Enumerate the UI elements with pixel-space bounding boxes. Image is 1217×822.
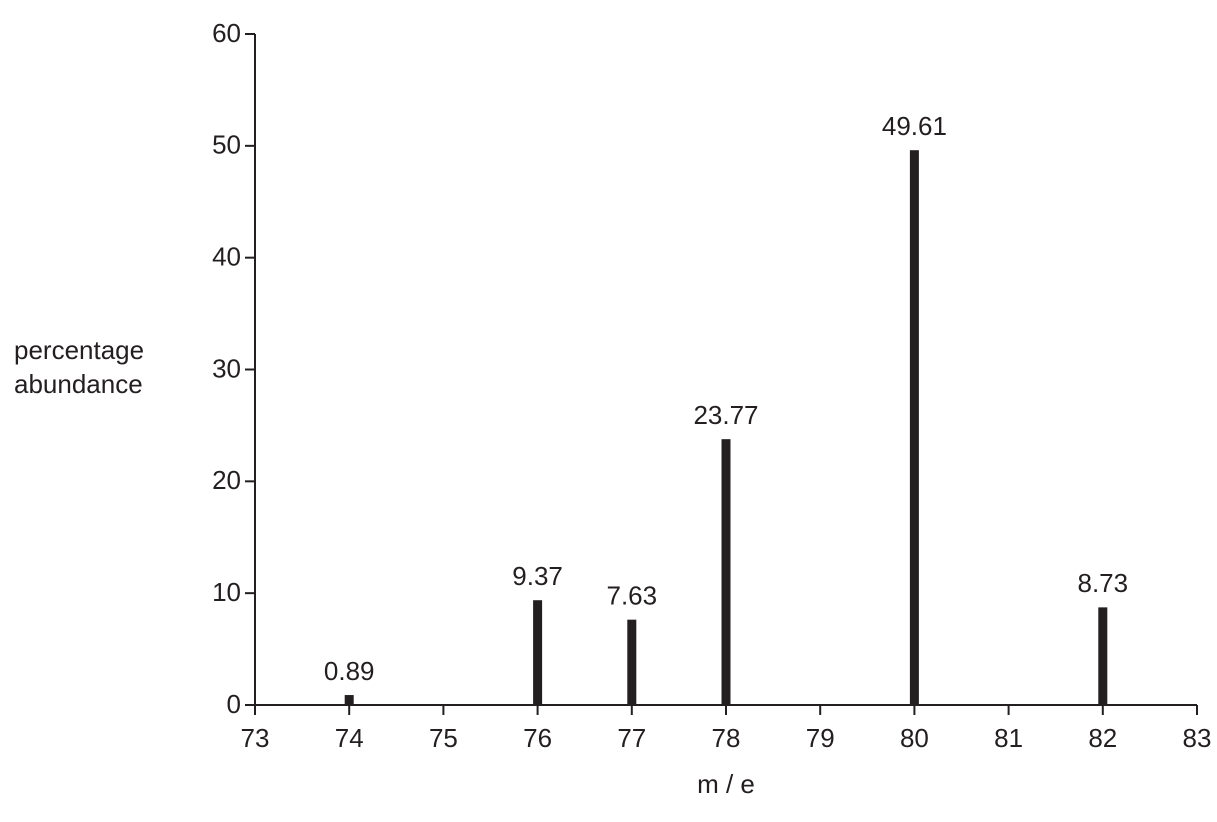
x-tick-label: 76 xyxy=(523,723,552,753)
x-tick-label: 83 xyxy=(1183,723,1212,753)
x-tick-label: 77 xyxy=(617,723,646,753)
x-tick-label: 74 xyxy=(335,723,364,753)
x-tick-label: 79 xyxy=(806,723,835,753)
y-tick-label: 30 xyxy=(212,353,241,383)
y-tick-label: 0 xyxy=(227,689,241,719)
bar xyxy=(533,600,543,705)
x-tick-label: 75 xyxy=(429,723,458,753)
value-label: 9.37 xyxy=(512,561,563,591)
bar xyxy=(344,695,354,705)
x-tick-label: 80 xyxy=(900,723,929,753)
value-label: 0.89 xyxy=(324,656,375,686)
x-tick-label: 82 xyxy=(1088,723,1117,753)
x-tick-label: 81 xyxy=(994,723,1023,753)
value-label: 23.77 xyxy=(693,400,758,430)
y-tick-label: 20 xyxy=(212,465,241,495)
value-label: 7.63 xyxy=(606,581,657,611)
bar xyxy=(721,439,731,705)
value-label: 8.73 xyxy=(1077,568,1128,598)
y-tick-label: 60 xyxy=(212,18,241,48)
y-tick-label: 50 xyxy=(212,130,241,160)
y-tick-label: 40 xyxy=(212,242,241,272)
x-axis-label: m / e xyxy=(697,769,755,799)
x-tick-label: 78 xyxy=(712,723,741,753)
bar xyxy=(909,150,919,706)
y-axis-label: percentage abundance xyxy=(14,335,145,399)
value-label: 49.61 xyxy=(882,111,947,141)
y-tick-label: 10 xyxy=(212,577,241,607)
bar xyxy=(1098,607,1108,705)
bar xyxy=(627,619,637,705)
x-tick-label: 73 xyxy=(241,723,270,753)
